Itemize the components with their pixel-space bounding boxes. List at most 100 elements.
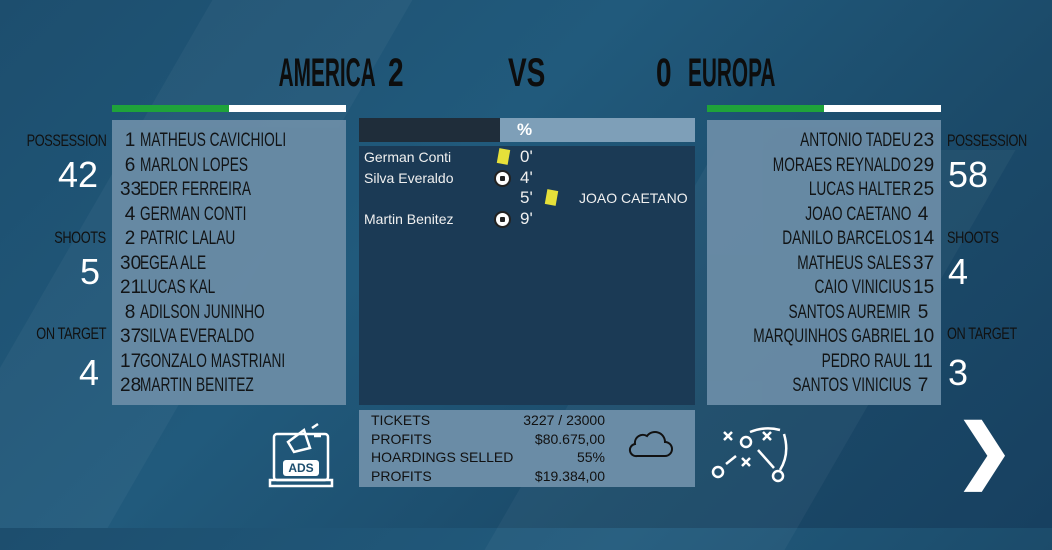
player-number: 25 [913, 179, 935, 200]
player-name: EDER FERREIRA [140, 179, 251, 200]
player-name: SANTOS VINICIUS [791, 375, 911, 396]
finance-value: $80.675,00 [534, 430, 605, 447]
next-button[interactable]: ❯ [955, 411, 1014, 489]
player-row[interactable]: 2 PATRIC LALAU [112, 228, 346, 253]
player-number: 37 [120, 326, 142, 347]
player-row[interactable]: 25 LUCAS HALTER [707, 179, 941, 204]
player-number: 15 [913, 277, 935, 298]
player-row[interactable]: 6 MARLON LOPES [112, 155, 346, 180]
player-row[interactable]: 4 JOAO CAETANO [707, 204, 941, 229]
home-shoots-label: SHOOTS [54, 228, 106, 247]
player-row[interactable]: 37 SILVA EVERALDO [112, 326, 346, 351]
player-name: MORAES REYNALDO [772, 154, 911, 176]
home-shoots-value: 5 [80, 251, 101, 292]
event-player: Silva Everaldo [364, 169, 454, 186]
player-name: ANTONIO TADEU [800, 130, 911, 151]
player-name: LUCAS HALTER [808, 179, 911, 200]
finance-panel: TICKETS 3227 / 23000 PROFITS $80.675,00 HOAR… [359, 410, 695, 487]
player-number: 37 [913, 252, 935, 274]
player-number: 30 [120, 252, 142, 274]
home-roster: 1 MATHEUS CAVICHIOLI 6 MARLON LOPES 33 EDER F… [112, 120, 346, 405]
player-number: 33 [120, 179, 142, 200]
player-row[interactable]: 37 MATHEUS SALES [707, 253, 941, 278]
player-name: MARQUINHOS GABRIEL [753, 326, 911, 347]
player-row[interactable]: 5 SANTOS AUREMIR [707, 302, 941, 327]
ads-label: ADS [288, 461, 314, 475]
player-row[interactable]: 11 PEDRO RAUL [707, 351, 941, 376]
player-number: 23 [913, 130, 935, 151]
player-number: 17 [120, 350, 142, 372]
tactics-icon[interactable] [710, 424, 790, 486]
player-number: 1 [124, 130, 136, 151]
player-row[interactable]: 1 MATHEUS CAVICHIOLI [112, 130, 346, 155]
away-on-target-value: 3 [948, 352, 969, 393]
home-on-target-label: ON TARGET [36, 324, 106, 343]
player-number: 21 [120, 277, 142, 298]
player-name: MARLON LOPES [140, 154, 248, 176]
player-row[interactable]: 4 GERMAN CONTI [112, 204, 346, 229]
ads-button[interactable]: ADS [268, 420, 334, 490]
player-row[interactable]: 8 ADILSON JUNINHO [112, 302, 346, 327]
yellow-card-icon [544, 189, 559, 206]
event-minute: 4' [520, 167, 533, 187]
player-name: MATHEUS CAVICHIOLI [140, 130, 287, 151]
event-minute: 0' [520, 147, 533, 166]
player-name: DANILO BARCELOS [781, 228, 911, 249]
player-name: PATRIC LALAU [140, 228, 236, 249]
event-player: JOAO CAETANO [579, 190, 688, 206]
player-row[interactable]: 15 CAIO VINICIUS [707, 277, 941, 302]
player-row[interactable]: 29 MORAES REYNALDO [707, 155, 941, 180]
player-row[interactable]: 33 EDER FERREIRA [112, 179, 346, 204]
away-team-name: EUROPA [688, 51, 776, 95]
player-name: EGEA ALE [140, 252, 207, 274]
player-name: LUCAS KAL [140, 277, 216, 298]
event-player: Martin Benitez [364, 210, 454, 227]
cloud-icon[interactable] [627, 428, 673, 460]
home-score: 2 [388, 51, 404, 95]
possession-bar-label: % [517, 120, 533, 139]
player-row[interactable]: 28 MARTIN BENITEZ [112, 375, 346, 400]
vs-label: VS [508, 51, 546, 95]
away-on-target-label: ON TARGET [947, 324, 1017, 343]
event-minute: 9' [520, 208, 533, 228]
finance-value: 55% [576, 449, 605, 465]
player-row[interactable]: 14 DANILO BARCELOS [707, 228, 941, 253]
player-name: CAIO VINICIUS [814, 277, 911, 298]
player-row[interactable]: 10 MARQUINHOS GABRIEL [707, 326, 941, 351]
player-number: 4 [917, 203, 929, 225]
player-number: 2 [124, 228, 136, 249]
player-row[interactable]: 23 ANTONIO TADEU [707, 130, 941, 155]
player-name: GERMAN CONTI [140, 203, 247, 225]
player-name: MATHEUS SALES [797, 252, 911, 274]
player-row[interactable]: 17 GONZALO MASTRIANI [112, 351, 346, 376]
event-minute: 5' [520, 188, 533, 207]
possession-bar: % [359, 118, 695, 142]
away-possession-label: POSSESSION [947, 131, 1027, 150]
finance-value: 3227 / 23000 [523, 412, 605, 428]
finance-label: PROFITS [371, 467, 432, 484]
away-shoots-label: SHOOTS [947, 228, 999, 247]
home-possession-label: POSSESSION [26, 131, 106, 150]
match-events: German Conti 0' Silva Everaldo 4' 5' JOAO CAE… [359, 146, 695, 405]
player-name: GONZALO MASTRIANI [140, 350, 286, 372]
finance-value: $19.384,00 [534, 467, 605, 484]
player-row[interactable]: 7 SANTOS VINICIUS [707, 375, 941, 400]
player-row[interactable]: 21 LUCAS KAL [112, 277, 346, 302]
player-number: 5 [917, 301, 929, 323]
ads-laptop-megaphone-icon [268, 422, 334, 488]
away-roster: 23 ANTONIO TADEU 29 MORAES REYNALDO 25 LUCAS … [707, 120, 941, 405]
player-name: JOAO CAETANO [804, 203, 911, 225]
finance-label: PROFITS [371, 430, 432, 447]
away-possession-value: 58 [948, 154, 989, 195]
finance-label: HOARDINGS SELLED [371, 449, 514, 465]
away-score: 0 [656, 51, 672, 95]
player-row[interactable]: 30 EGEA ALE [112, 253, 346, 278]
home-possession-value: 42 [58, 154, 99, 195]
player-name: SILVA EVERALDO [140, 326, 255, 347]
player-name: PEDRO RAUL [822, 350, 911, 372]
goal-icon [494, 210, 511, 228]
player-number: 10 [913, 326, 935, 347]
player-number: 28 [120, 375, 142, 396]
player-number: 11 [913, 350, 933, 372]
yellow-card-icon [496, 148, 511, 165]
